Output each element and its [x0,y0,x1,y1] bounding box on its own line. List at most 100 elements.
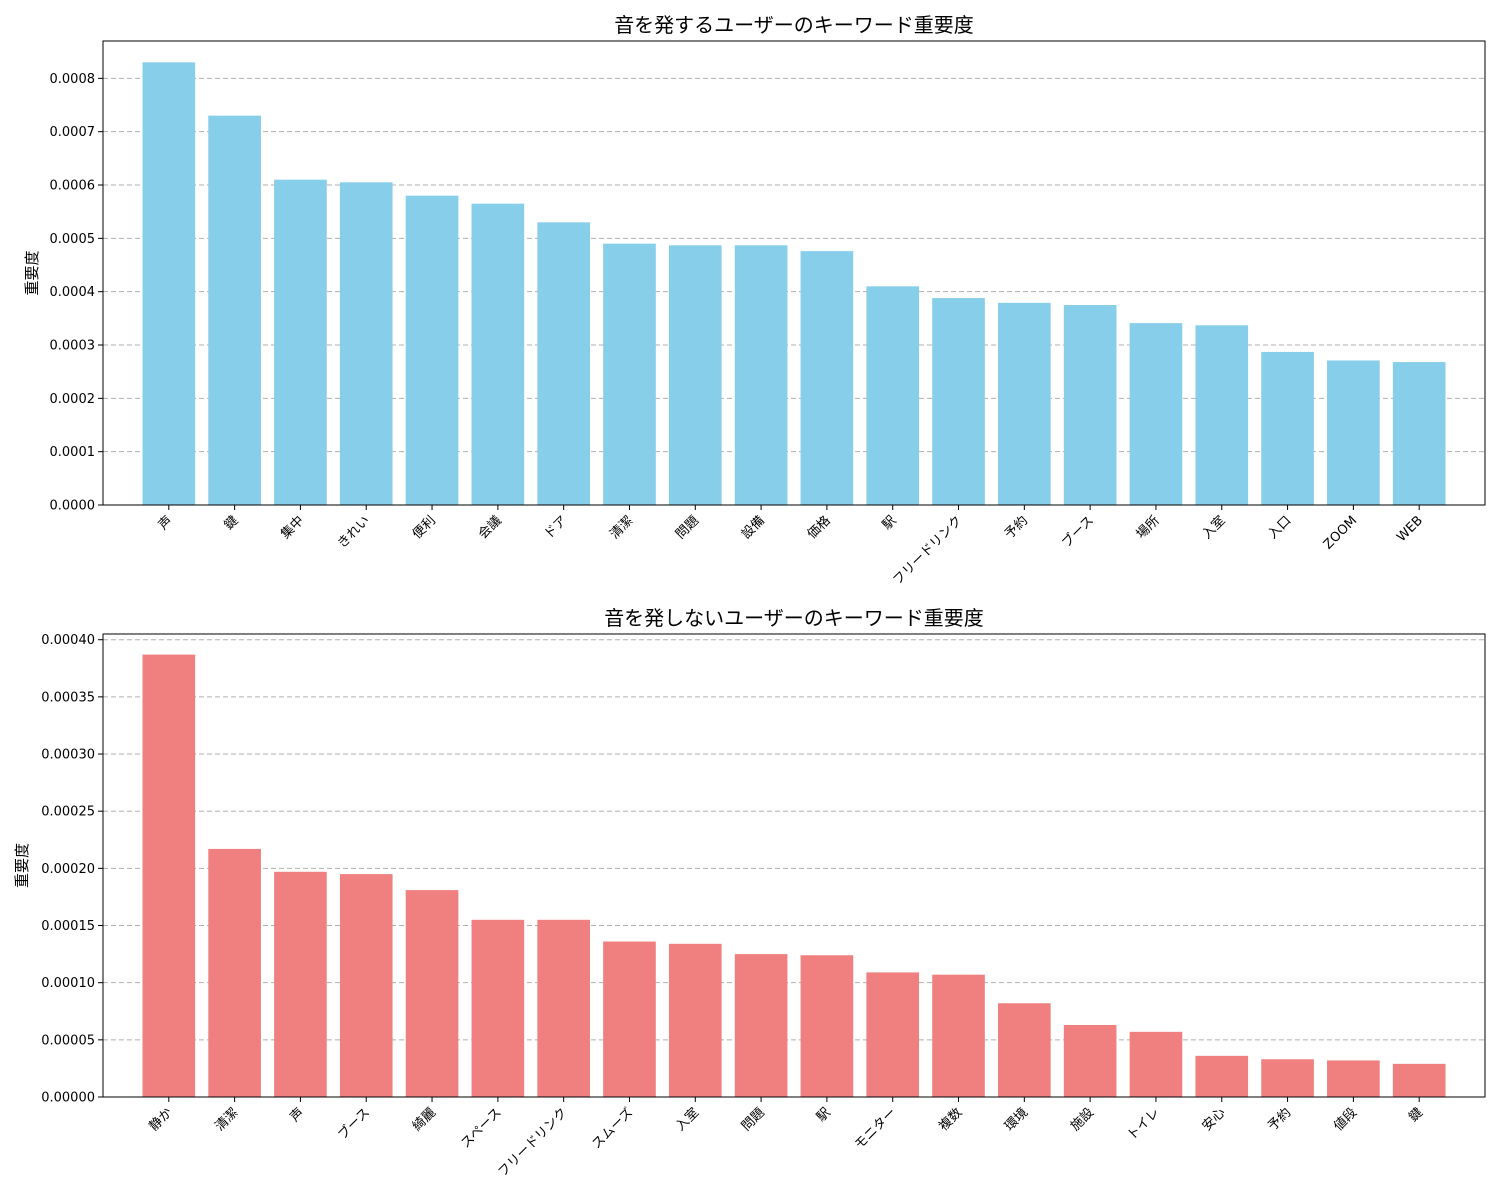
x-tick-label: 清潔 [607,513,636,542]
x-tick-label: 値段 [1330,1105,1360,1135]
x-tick-label: 環境 [1002,1105,1031,1134]
y-tick-label: 0.00005 [41,1033,95,1048]
bar [1195,325,1249,505]
x-tick-label: フリードリンク [890,513,965,588]
bar [734,245,788,505]
bar [800,955,854,1097]
bar [1327,1060,1380,1097]
x-tick-label: 清潔 [212,1105,241,1134]
x-tick-label: ドア [541,513,570,542]
bar [471,919,525,1097]
bar [866,972,920,1097]
x-tick-label: 便利 [410,513,439,542]
bar [1392,362,1446,505]
bar [1261,351,1314,505]
x-tick-label: 鍵 [221,513,242,534]
y-tick-label: 0.0007 [50,125,96,140]
y-axis-label: 重要度 [23,250,41,295]
x-tick-label: 施設 [1067,1105,1097,1135]
chart-title: 音を発するユーザーのキーワード重要度 [614,13,974,37]
x-tick-label: ZOOM [1321,513,1360,552]
bar [1327,360,1380,505]
x-tick-label: 鍵 [1406,1105,1427,1126]
x-tick-label: 駅 [814,1105,834,1125]
bar [603,243,656,505]
x-tick-label: 声 [287,1105,307,1125]
bar [142,62,196,505]
bar [668,943,722,1097]
bar [668,245,722,505]
y-tick-label: 0.0004 [50,285,96,300]
bar [1261,1059,1314,1097]
bar [274,179,327,505]
y-tick-label: 0.00010 [41,976,95,991]
x-tick-label: 会議 [476,513,505,542]
x-tick-label: ブース [1059,513,1097,551]
y-tick-label: 0.00015 [41,919,95,934]
bar [998,1003,1051,1097]
bar [998,302,1051,505]
bar [339,182,393,506]
x-tick-label: 予約 [1002,513,1031,542]
y-tick-label: 0.0001 [50,445,96,460]
y-tick-label: 0.0003 [50,339,96,354]
bar [142,654,196,1097]
plot-frame [102,40,1486,506]
bar [537,919,590,1097]
y-tick-label: 0.00035 [41,690,95,705]
x-tick-label: 価格 [804,513,834,543]
bar [866,286,920,505]
x-tick-label: 問題 [739,1105,768,1134]
y-tick-label: 0.00030 [41,748,95,763]
y-tick-label: 0.0002 [50,392,96,407]
bar [537,222,590,506]
x-tick-label: 場所 [1134,513,1163,542]
x-tick-label: ブース [335,1105,373,1143]
x-tick-label: スムーズ [589,1105,637,1153]
x-tick-label: 集中 [278,513,308,543]
y-tick-label: 0.00020 [41,862,95,877]
plot-frame [102,633,1486,1098]
bar [208,848,261,1097]
x-tick-label: スペース [458,1105,504,1151]
x-tick-label: 入室 [1199,513,1229,543]
bar [1392,1063,1446,1097]
chart-quiet-users: 音を発しないユーザーのキーワード重要度 0.00000 0.00005 0.00010… [13,606,1486,1180]
bar [734,954,788,1097]
y-tick-label: 0.0005 [50,232,96,247]
bar [1195,1055,1249,1097]
x-tick-label: 入室 [672,1105,702,1135]
bar [405,195,459,505]
y-tick-label: 0.0006 [50,179,96,194]
x-tick-label: 駅 [880,513,900,533]
y-tick-label: 0.00025 [41,805,95,820]
y-tick-label: 0.00000 [41,1091,95,1106]
x-tick-label: 問題 [673,513,702,542]
x-tick-label: 綺麗 [409,1105,439,1135]
x-tick-label: WEB [1394,513,1426,545]
bar [471,203,525,505]
bar [603,941,656,1097]
chart-sound-users: 音を発するユーザーのキーワード重要度 0.0000 0.0001 0.0002 0.00… [23,13,1486,588]
y-tick-label: 0.00040 [41,633,95,648]
x-tick-label: 設備 [738,513,768,543]
y-tick-label: 0.0008 [50,72,96,87]
bar [800,251,854,505]
chart-title: 音を発しないユーザーのキーワード重要度 [604,606,984,630]
bar [1063,305,1117,505]
x-tick-label: フリードリンク [496,1105,571,1180]
bar [1063,1024,1117,1097]
x-tick-label: トイレ [1125,1105,1163,1143]
bar [932,974,985,1097]
x-tick-label: 安心 [1200,1105,1229,1134]
x-tick-label: モニター [852,1105,899,1152]
y-tick-label: 0.0000 [50,499,96,514]
x-tick-label: きれい [335,513,373,551]
x-tick-label: 予約 [1265,1105,1294,1134]
bar [208,115,261,506]
x-tick-label: 静か [147,1105,176,1134]
bar [339,874,393,1097]
bar [1129,323,1183,505]
x-tick-label: 複数 [936,1105,966,1135]
